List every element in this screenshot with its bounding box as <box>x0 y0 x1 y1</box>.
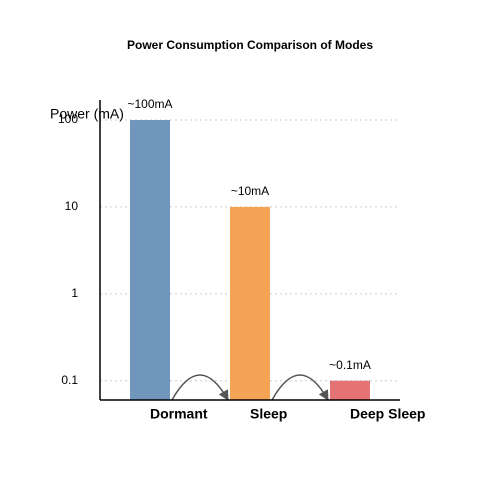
x-tick-label: Deep Sleep <box>350 406 425 422</box>
y-tick-label: 100 <box>58 112 78 126</box>
y-tick-label: 10 <box>65 199 79 213</box>
value-label: ~100mA <box>127 97 172 111</box>
bar-layer <box>130 120 370 400</box>
transition-arrow <box>171 374 229 401</box>
transition-arrow <box>271 374 329 401</box>
text-layer: 0.1 1 10 100 Dormant ~100mA Sleep ~10mA Deep Sle… <box>58 97 426 422</box>
y-tick-label: 1 <box>71 286 78 300</box>
bar <box>130 120 170 400</box>
x-tick-label: Sleep <box>250 406 287 422</box>
bar <box>230 206 270 400</box>
value-label: ~0.1mA <box>329 358 371 372</box>
x-tick-label: Dormant <box>150 406 208 422</box>
y-tick-label: 0.1 <box>61 373 78 387</box>
chart-title: Power Consumption Comparison of Modes <box>127 38 373 52</box>
bar <box>330 380 370 400</box>
y-axis-label: Power (mA) <box>50 106 124 122</box>
value-label: ~10mA <box>231 184 269 198</box>
